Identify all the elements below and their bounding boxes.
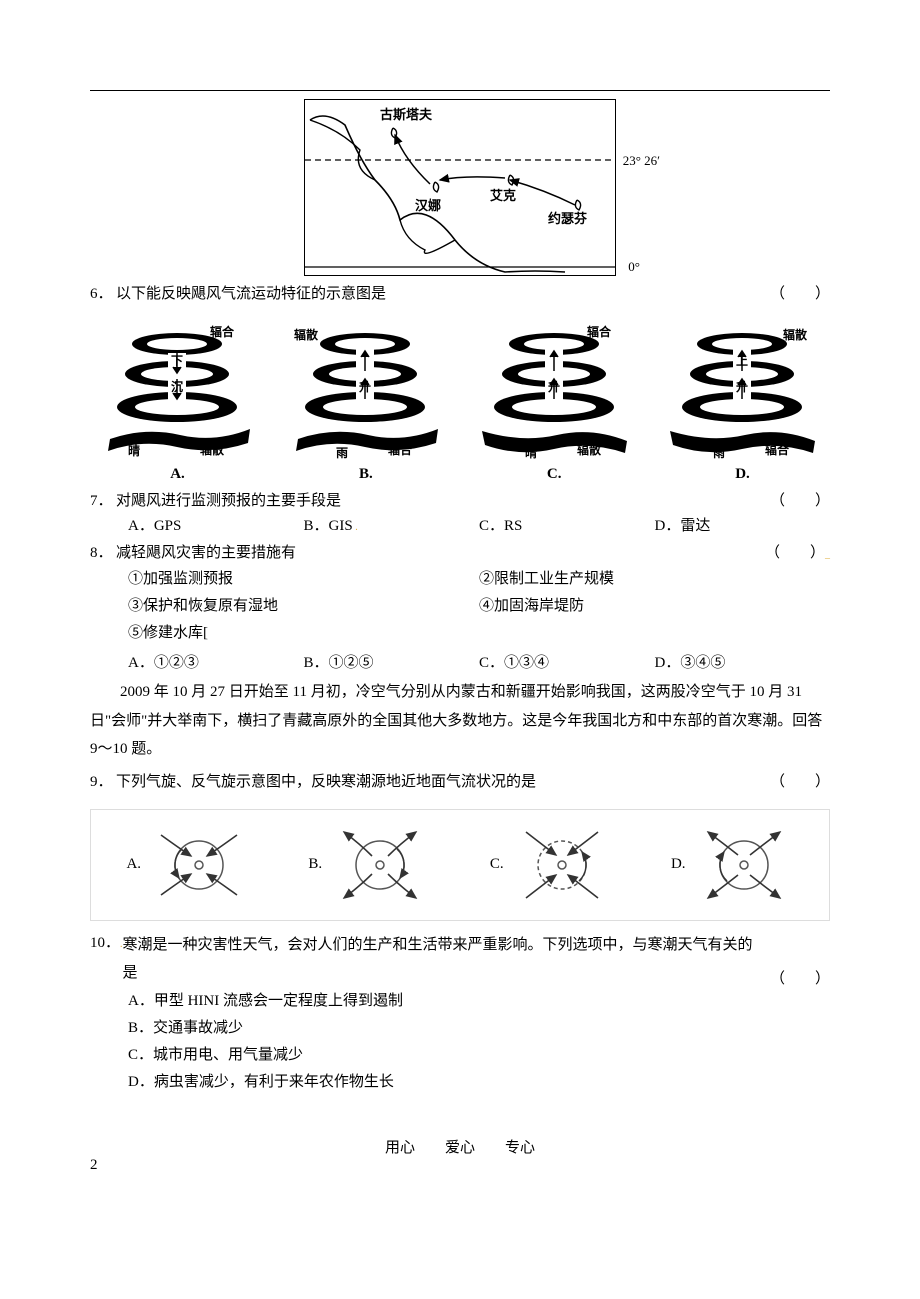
q8-text: 减轻飓风灾害的主要措施有 — [116, 541, 760, 562]
map-lat-tropic: 23° 26′ — [623, 153, 660, 169]
q10-opt-c: C．城市用电、用气量减少 — [128, 1042, 830, 1069]
q10-text: 寒潮是一种灾害性天气，会对人们的生产和生活带来严重影响。下列选项中，与寒潮天气有… — [123, 931, 760, 988]
map-lat-equator: 0° — [628, 259, 640, 275]
hurricane-map-svg — [305, 100, 615, 275]
svg-text:辐散: 辐散 — [783, 327, 808, 342]
q6-b-label: B. — [278, 466, 453, 483]
dot-artifact-icon: . — [353, 522, 358, 533]
q9-c-label: C. — [490, 856, 504, 873]
svg-text:辐合: 辐合 — [388, 442, 413, 457]
q9-diagrams: A. B. — [90, 809, 830, 921]
hurricane-map: 古斯塔夫 汉娜 艾克 约瑟芬 — [304, 99, 616, 276]
q10-opt-b: B．交通事故减少 — [128, 1015, 830, 1042]
svg-text:辐散: 辐散 — [294, 327, 319, 342]
svg-text:辐散: 辐散 — [200, 442, 225, 457]
q7-opt-a: A．GPS — [128, 514, 304, 535]
svg-text:晴: 晴 — [525, 445, 537, 459]
svg-text:辐合: 辐合 — [210, 324, 235, 339]
svg-text:雨: 雨 — [336, 446, 348, 459]
svg-text:雨: 雨 — [713, 446, 725, 459]
q9-diagram-a: A. — [97, 820, 279, 910]
q8-item5: ⑤修建水库[ — [128, 620, 830, 647]
svg-text:辐散: 辐散 — [577, 442, 602, 457]
q9-diagram-d: D. — [642, 820, 824, 910]
footer-text: 用心 爱心 专心 — [385, 1140, 535, 1156]
q8-item2: ②限制工业生产规模 — [479, 566, 830, 593]
q6-diagram-a: 辐合 下 沉 晴 辐散 A. — [90, 309, 265, 483]
q9-a-label: A. — [126, 856, 141, 873]
q8-paren-text: （ ） — [765, 545, 825, 561]
q7-opt-c: C．RS — [479, 514, 655, 535]
map-label-gustav: 古斯塔夫 — [380, 104, 432, 123]
q10-opt-a: A．甲型 HINI 流感会一定程度上得到遏制 — [128, 988, 830, 1015]
q8-options: A．①②③ B．①②⑤ C．①③④ D．③④⑤ — [128, 651, 830, 672]
svg-text:晴: 晴 — [128, 443, 140, 458]
q8-item4: ④加固海岸堤防 — [479, 593, 830, 620]
q6-paren: （ ） — [760, 282, 830, 303]
q8-num: 8． — [90, 541, 116, 562]
q10: 10．. 寒潮是一种灾害性天气，会对人们的生产和生活带来严重影响。下列选项中，与… — [90, 931, 830, 988]
underscore-artifact-icon: _ — [825, 549, 830, 560]
q9-text: 下列气旋、反气旋示意图中，反映寒潮源地近地面气流状况的是 — [116, 770, 760, 791]
q8-item1: ①加强监测预报 — [128, 566, 479, 593]
q7-opt-d: D．雷达 — [655, 514, 831, 535]
q6-a-label: A. — [90, 466, 265, 483]
q8: 8． 减轻飓风灾害的主要措施有 （ ）_ — [90, 541, 830, 562]
page-top-rule — [90, 90, 830, 91]
q8-items-row1: ①加强监测预报 ②限制工业生产规模 — [128, 566, 830, 593]
q7: 7． 对飓风进行监测预报的主要手段是 （ ） — [90, 489, 830, 510]
q6-text: 以下能反映飓风气流运动特征的示意图是 — [116, 282, 760, 303]
q9-d-label: D. — [671, 856, 686, 873]
page-footer: 用心 爱心 专心 — [90, 1136, 830, 1157]
q10-num-text: 10． — [90, 935, 120, 951]
q8-opt-c: C．①③④ — [479, 651, 655, 672]
q7-paren: （ ） — [760, 489, 830, 510]
q6-num: 6． — [90, 282, 116, 303]
q10-num: 10．. — [90, 931, 123, 952]
page-number: 2 — [90, 1157, 98, 1173]
passage-9-10: 2009 年 10 月 27 日开始至 11 月初，冷空气分别从内蒙古和新疆开始… — [90, 678, 830, 764]
q6-diagram-c: 辐合 升 晴 辐散 C. — [467, 309, 642, 483]
q8-item3: ③保护和恢复原有湿地 — [128, 593, 479, 620]
q6-diagram-d: 辐散 上 升 雨 辐合 D. — [655, 309, 830, 483]
q8-opt-a: A．①②③ — [128, 651, 304, 672]
q6-c-label: C. — [467, 466, 642, 483]
q6-diagrams: 辐合 下 沉 晴 辐散 A. — [90, 309, 830, 483]
q9-diagram-c: C. — [460, 820, 642, 910]
q7-opt-b-text: B．GIS — [304, 518, 353, 534]
q7-text: 对飓风进行监测预报的主要手段是 — [116, 489, 760, 510]
map-label-ike: 艾克 — [490, 185, 516, 204]
q8-paren: （ ）_ — [760, 541, 830, 562]
map-label-josephine: 约瑟芬 — [548, 208, 587, 227]
q6: 6． 以下能反映飓风气流运动特征的示意图是 （ ） — [90, 282, 830, 303]
q10-paren: （ ） — [760, 967, 830, 988]
q8-items-row2: ③保护和恢复原有湿地 ④加固海岸堤防 — [128, 593, 830, 620]
q7-options: A．GPS B．GIS . C．RS D．雷达 — [128, 514, 830, 535]
q7-opt-b: B．GIS . — [304, 514, 480, 535]
q9-b-label: B. — [308, 856, 322, 873]
q8-opt-b: B．①②⑤ — [304, 651, 480, 672]
q9-paren: （ ） — [760, 770, 830, 791]
q9: 9． 下列气旋、反气旋示意图中，反映寒潮源地近地面气流状况的是 （ ） — [90, 770, 830, 791]
q9-diagram-b: B. — [279, 820, 461, 910]
map-label-hanna: 汉娜 — [415, 195, 441, 214]
q7-num: 7． — [90, 489, 116, 510]
q6-d-label: D. — [655, 466, 830, 483]
q10-opt-d: D．病虫害减少，有利于来年农作物生长 — [128, 1069, 830, 1096]
q8-opt-d: D．③④⑤ — [655, 651, 831, 672]
svg-text:辐合: 辐合 — [587, 324, 612, 339]
q6-diagram-b: 辐散 升 雨 辐合 B. — [278, 309, 453, 483]
svg-text:辐合: 辐合 — [765, 442, 790, 457]
q9-num: 9． — [90, 770, 116, 791]
